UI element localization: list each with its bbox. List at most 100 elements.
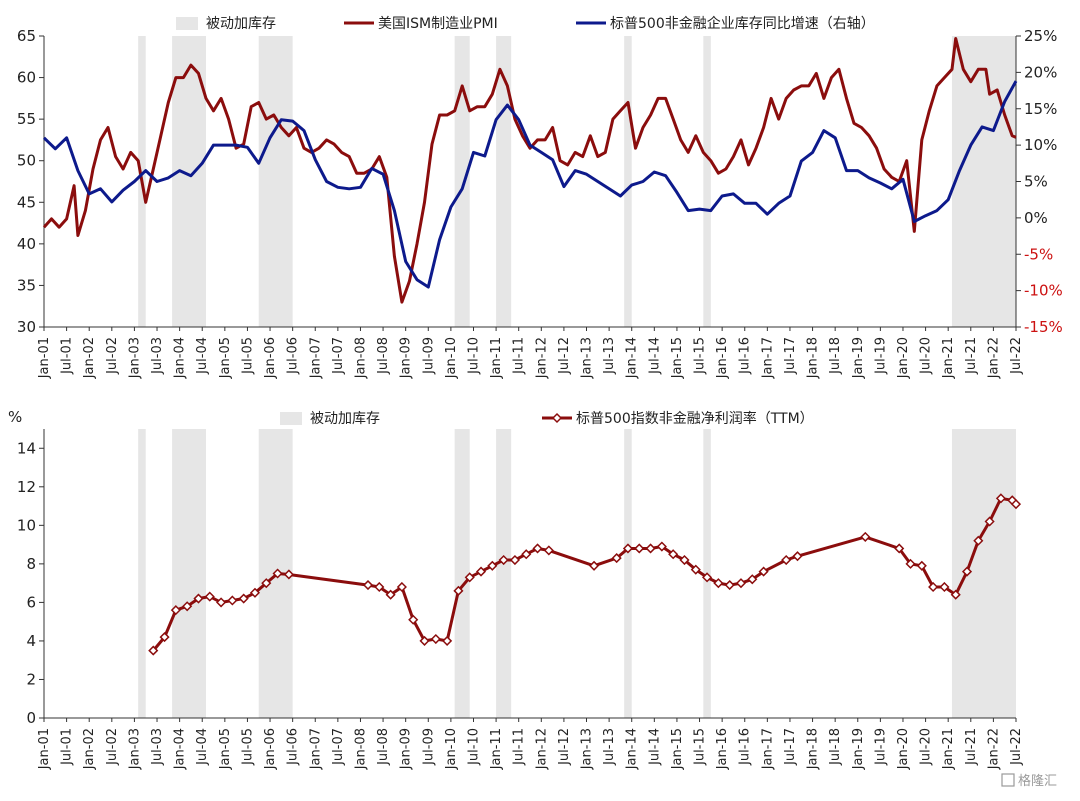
data-point: [588, 560, 600, 571]
x-tick-label: Jul-08: [376, 728, 391, 766]
x-tick-label: Jul-11: [512, 337, 527, 375]
data-point: [984, 516, 995, 527]
x-tick-label: Jul-15: [693, 728, 708, 766]
x-tick-label: Jan-08: [353, 337, 368, 379]
y2-tick-label: -5%: [1024, 245, 1053, 263]
data-point: [249, 587, 261, 598]
data-point: [238, 593, 249, 604]
data-point: [487, 560, 498, 571]
y-tick-label: 65: [17, 27, 36, 45]
data-point: [498, 554, 509, 566]
data-point: [656, 541, 667, 552]
data-point: [521, 549, 532, 560]
x-tick-label: Jan-09: [399, 337, 414, 379]
data-point: [961, 566, 973, 577]
y-tick-label: 8: [26, 555, 36, 573]
x-tick-label: Jan-14: [625, 728, 640, 770]
x-tick-label: Jan-22: [986, 728, 1001, 770]
x-tick-label: Jan-19: [851, 728, 866, 770]
watermark-logo-icon: [1001, 773, 1015, 787]
x-tick-label: Jul-04: [195, 728, 210, 766]
x-tick-label: Jan-18: [806, 337, 821, 379]
x-tick-label: Jan-05: [218, 337, 233, 379]
x-tick-label: Jan-08: [353, 728, 368, 770]
x-tick-label: Jul-16: [738, 337, 753, 375]
y-axis-label: %: [8, 408, 22, 426]
x-tick-label: Jul-05: [240, 728, 255, 766]
x-tick-label: Jan-02: [82, 337, 97, 379]
data-point: [272, 568, 283, 579]
x-tick-label: Jan-18: [806, 728, 821, 770]
data-point: [645, 543, 656, 554]
data-point: [193, 593, 204, 604]
x-tick-label: Jan-15: [670, 728, 685, 770]
data-point: [442, 635, 453, 646]
x-tick-label: Jul-17: [783, 337, 798, 375]
data-point: [622, 543, 634, 554]
data-point: [792, 551, 803, 562]
y2-tick-label: 5%: [1024, 173, 1048, 191]
x-tick-label: Jul-20: [919, 728, 934, 766]
x-tick-label: Jul-07: [331, 337, 346, 375]
x-tick-label: Jan-01: [37, 337, 52, 379]
x-tick-label: Jul-10: [466, 337, 481, 375]
data-point: [385, 589, 396, 600]
x-tick-label: Jul-19: [873, 337, 888, 375]
x-tick-label: Jul-09: [421, 337, 436, 375]
x-tick-label: Jul-02: [105, 728, 120, 766]
data-point: [204, 591, 215, 602]
x-tick-label: Jul-02: [105, 337, 120, 375]
legend-label: 被动加库存: [310, 411, 380, 427]
y-tick-label: 40: [17, 235, 36, 253]
x-tick-label: Jul-19: [873, 728, 888, 766]
x-tick-label: Jul-06: [286, 337, 301, 375]
data-point: [735, 578, 747, 589]
data-point: [170, 605, 181, 616]
x-tick-label: Jul-12: [557, 337, 572, 375]
y-tick-label: 0: [26, 709, 36, 727]
x-tick-label: Jan-11: [489, 728, 504, 770]
x-tick-label: Jan-06: [263, 337, 278, 379]
x-tick-label: Jul-14: [647, 728, 662, 766]
x-tick-label: Jul-17: [783, 728, 798, 766]
legend-label: 标普500非金融企业库存同比增速（右轴）: [610, 15, 875, 32]
data-point: [860, 531, 871, 542]
x-tick-label: Jul-13: [602, 728, 617, 766]
data-point: [905, 558, 916, 569]
data-point: [679, 554, 690, 566]
shade-band-5: [496, 429, 512, 718]
data-point: [159, 632, 170, 643]
shade-band-4: [454, 36, 470, 327]
x-tick-label: Jan-22: [986, 337, 1001, 379]
series-line-1: [42, 37, 1017, 304]
x-tick-label: Jul-12: [557, 728, 572, 766]
legend-label: 美国ISM制造业PMI: [378, 16, 498, 32]
y-tick-label: 45: [17, 193, 36, 211]
x-tick-label: Jan-12: [534, 728, 549, 770]
x-tick-label: Jul-06: [286, 728, 301, 766]
shade-band-8: [951, 429, 1016, 718]
data-point: [611, 553, 622, 564]
watermark-text: 格隆汇: [1018, 773, 1057, 789]
y2-tick-label: 10%: [1024, 136, 1057, 154]
x-tick-label: Jan-20: [896, 728, 911, 770]
x-tick-label: Jan-04: [173, 728, 188, 770]
shade-band-3: [258, 36, 293, 327]
x-tick-label: Jul-18: [828, 337, 843, 375]
data-point: [1010, 499, 1022, 510]
y2-tick-label: -15%: [1024, 318, 1063, 336]
x-tick-label: Jan-05: [218, 728, 233, 770]
data-point: [374, 581, 385, 593]
x-tick-label: Jan-21: [941, 728, 956, 770]
x-tick-label: Jan-11: [489, 337, 504, 379]
x-tick-label: Jul-11: [512, 728, 527, 766]
x-tick-label: Jan-03: [127, 728, 142, 770]
x-tick-label: Jan-12: [534, 337, 549, 379]
shade-band-4: [454, 429, 470, 718]
x-tick-label: Jul-16: [738, 728, 753, 766]
x-tick-label: Jan-15: [670, 337, 685, 379]
watermark: 格隆汇: [1001, 773, 1057, 789]
x-tick-label: Jul-14: [647, 337, 662, 375]
x-tick-label: Jul-07: [331, 728, 346, 766]
